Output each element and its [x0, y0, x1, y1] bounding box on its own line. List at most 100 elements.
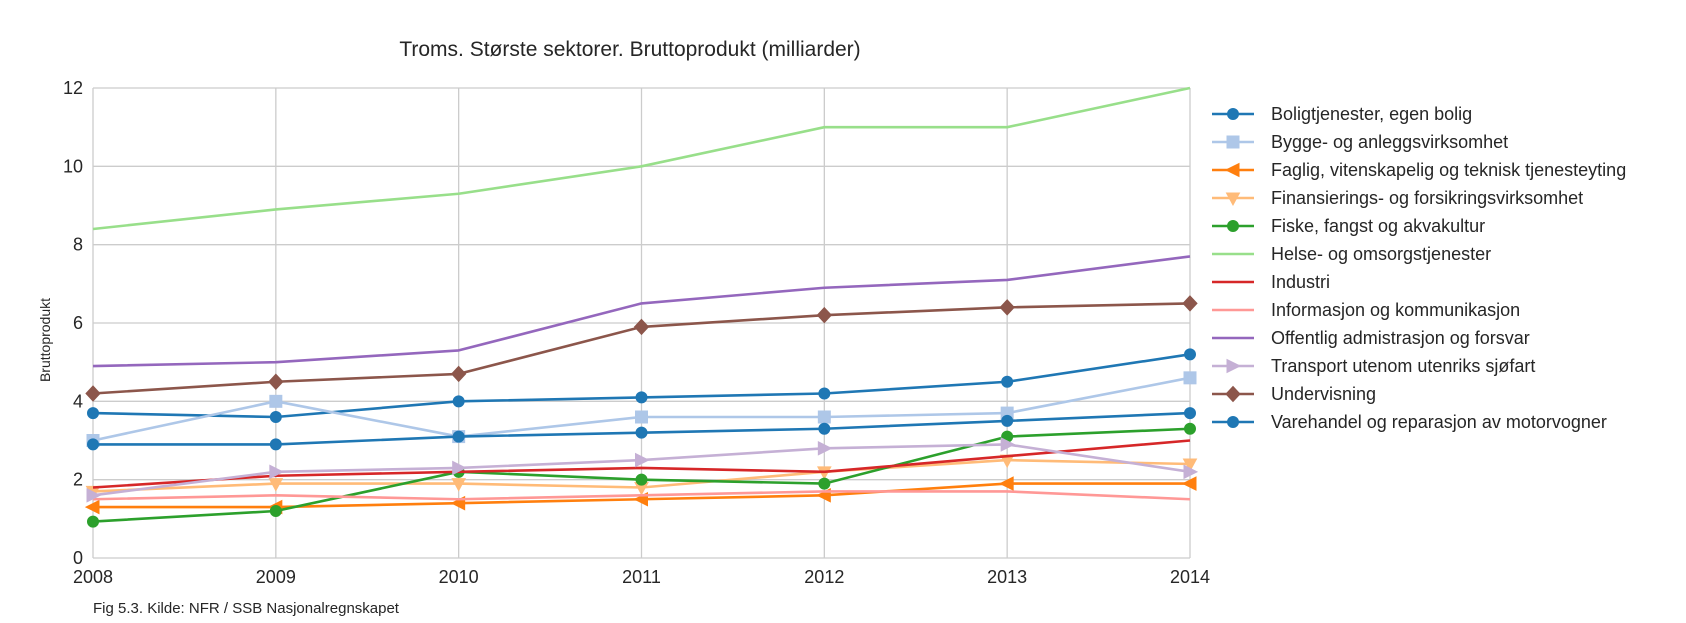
data-point: [452, 395, 465, 408]
data-point: [87, 515, 99, 528]
series-10: [85, 295, 1198, 402]
series-5: [92, 86, 1191, 231]
legend-label: Boligtjenester, egen bolig: [1271, 104, 1472, 124]
data-point: [1184, 407, 1196, 420]
data-point: [1181, 476, 1197, 491]
data-point: [817, 441, 833, 456]
legend-item: Fiske, fangst og akvakultur: [1212, 216, 1485, 236]
legend-marker: [1227, 220, 1239, 232]
data-point: [450, 365, 467, 383]
data-point: [635, 426, 648, 439]
legend-label: Industri: [1271, 272, 1330, 292]
data-point: [269, 394, 283, 408]
legend-marker: [1226, 135, 1240, 149]
source-note: Fig 5.3. Kilde: NFR / SSB Nasjonalregnsk…: [93, 600, 400, 617]
data-point: [999, 299, 1015, 316]
legend-label: Offentlig admistrasjon og forsvar: [1271, 328, 1530, 348]
y-tick-label: 2: [73, 470, 83, 490]
series-0: [87, 348, 1196, 423]
legend-item: Helse- og omsorgstjenester: [1212, 244, 1491, 264]
data-point: [999, 476, 1014, 491]
data-point: [269, 411, 282, 423]
legend-label: Bygge- og anleggsvirksomhet: [1271, 132, 1508, 152]
x-tick-label: 2009: [256, 567, 296, 587]
x-tick-label: 2012: [804, 567, 844, 587]
y-tick-label: 12: [63, 78, 83, 98]
data-point: [269, 464, 284, 480]
series-lines: [84, 86, 1199, 528]
legend-label: Finansierings- og forsikringsvirksomhet: [1271, 188, 1583, 208]
data-point: [635, 473, 648, 486]
data-point: [817, 410, 831, 424]
data-point: [816, 306, 833, 324]
data-point: [1184, 348, 1196, 361]
legend-item: Boligtjenester, egen bolig: [1212, 104, 1472, 124]
series-line: [92, 255, 1191, 368]
legend-label: Helse- og omsorgstjenester: [1271, 244, 1491, 264]
series-11: [87, 407, 1196, 451]
y-tick-label: 10: [63, 156, 83, 176]
legend-marker: [1226, 358, 1242, 374]
data-point: [1000, 437, 1016, 452]
data-point: [452, 460, 467, 476]
data-point: [268, 373, 284, 390]
legend-marker: [1225, 385, 1241, 403]
data-point: [633, 318, 650, 336]
x-tick-label: 2014: [1170, 567, 1210, 587]
data-point: [1183, 371, 1197, 385]
data-point: [1001, 375, 1014, 388]
data-point: [635, 452, 650, 468]
data-point: [818, 422, 831, 435]
y-tick-label: 6: [73, 313, 83, 333]
series-line: [92, 490, 1191, 501]
y-tick-label: 0: [73, 548, 83, 568]
data-point: [87, 438, 99, 451]
series-1: [86, 371, 1197, 447]
legend-marker: [1227, 108, 1239, 120]
legend-label: Varehandel og reparasjon av motorvogner: [1271, 412, 1607, 432]
series-3: [85, 454, 1198, 500]
x-tick-label: 2008: [73, 567, 113, 587]
axis-ticks: 0 2 4 6 8 10 12 2008 2009 2010 2011 2012 2013 2014: [63, 78, 1210, 587]
data-point: [1182, 295, 1198, 312]
legend-item: Faglig, vitenskapelig og teknisk tjenest…: [1212, 160, 1626, 180]
series-7: [92, 490, 1191, 501]
data-point: [85, 385, 101, 402]
legend-item: Transport utenom utenriks sjøfart: [1212, 356, 1535, 376]
legend-item: Offentlig admistrasjon og forsvar: [1212, 328, 1530, 348]
data-point: [1182, 458, 1198, 473]
legend-item: Undervisning: [1212, 384, 1376, 404]
chart-title: Troms. Største sektorer. Bruttoprodukt (…: [399, 38, 860, 61]
legend-item: Finansierings- og forsikringsvirksomhet: [1212, 188, 1583, 208]
data-point: [1183, 464, 1199, 480]
data-point: [452, 430, 465, 443]
legend-label: Fiske, fangst og akvakultur: [1271, 216, 1485, 236]
legend-label: Informasjon og kommunikasjon: [1271, 300, 1520, 320]
series-9: [86, 437, 1199, 503]
y-tick-label: 4: [73, 391, 83, 411]
y-tick-label: 8: [73, 235, 83, 255]
legend: Boligtjenester, egen bolig Bygge- og anle…: [1212, 104, 1626, 432]
x-tick-label: 2010: [439, 567, 479, 587]
series-8: [92, 255, 1191, 368]
legend-item: Industri: [1212, 272, 1330, 292]
legend-item: Informasjon og kommunikasjon: [1212, 300, 1520, 320]
data-point: [451, 478, 467, 492]
legend-label: Faglig, vitenskapelig og teknisk tjenest…: [1271, 160, 1626, 180]
data-point: [1001, 414, 1014, 427]
series-line: [92, 86, 1191, 231]
legend-label: Transport utenom utenriks sjøfart: [1271, 356, 1535, 376]
data-point: [268, 478, 284, 492]
x-tick-label: 2011: [622, 567, 661, 587]
data-point: [84, 499, 100, 515]
data-point: [86, 488, 102, 503]
data-point: [1184, 422, 1196, 435]
data-point: [635, 391, 648, 404]
data-point: [635, 410, 648, 424]
data-point: [818, 387, 831, 400]
legend-label: Undervisning: [1271, 384, 1376, 404]
data-point: [87, 407, 99, 420]
y-axis-label: Bruttoprodukt: [37, 298, 53, 382]
